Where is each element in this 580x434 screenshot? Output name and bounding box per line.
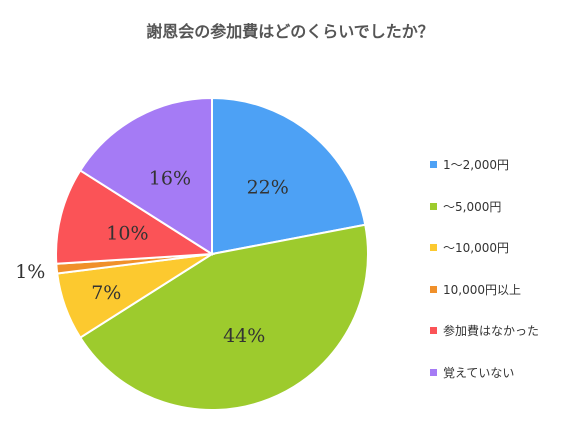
legend-item: 10,000円以上 xyxy=(430,269,539,311)
legend-label: 1〜2,000円 xyxy=(443,158,509,173)
legend-swatch xyxy=(430,244,437,252)
legend-item: 1〜2,000円 xyxy=(430,144,539,186)
pie-slice xyxy=(55,169,216,265)
data-label: 7% xyxy=(91,282,121,304)
pie-slice xyxy=(211,96,367,256)
legend-swatch xyxy=(430,161,437,169)
legend-swatch xyxy=(430,285,437,293)
pie-slice xyxy=(78,96,213,256)
data-label: 16% xyxy=(149,167,191,189)
pie-slice xyxy=(78,223,370,411)
legend-item: 参加費はなかった xyxy=(430,310,539,352)
data-label: 10% xyxy=(106,222,148,244)
chart-title: 謝恩会の参加費はどのくらいでしたか？ xyxy=(146,22,434,41)
legend-item: 覚えていない xyxy=(430,352,539,394)
legend-label: 〜5,000円 xyxy=(443,199,502,214)
legend-label: 参加費はなかった xyxy=(443,324,540,339)
legend-label: 10,000円以上 xyxy=(443,282,521,297)
legend-swatch xyxy=(430,202,437,210)
data-label: 22% xyxy=(247,177,289,199)
legend-swatch xyxy=(430,327,437,335)
legend: 1〜2,000円 〜5,000円 〜10,000円 10,000円以上参加費はなかった… xyxy=(430,144,539,393)
legend-item: 〜10,000円 xyxy=(430,227,539,269)
legend-label: 〜10,000円 xyxy=(443,241,509,256)
data-label: 44% xyxy=(223,325,265,347)
legend-swatch xyxy=(430,368,437,376)
data-label: 1% xyxy=(15,261,45,283)
legend-item: 〜5,000円 xyxy=(430,186,539,228)
legend-label: 覚えていない xyxy=(443,365,515,380)
